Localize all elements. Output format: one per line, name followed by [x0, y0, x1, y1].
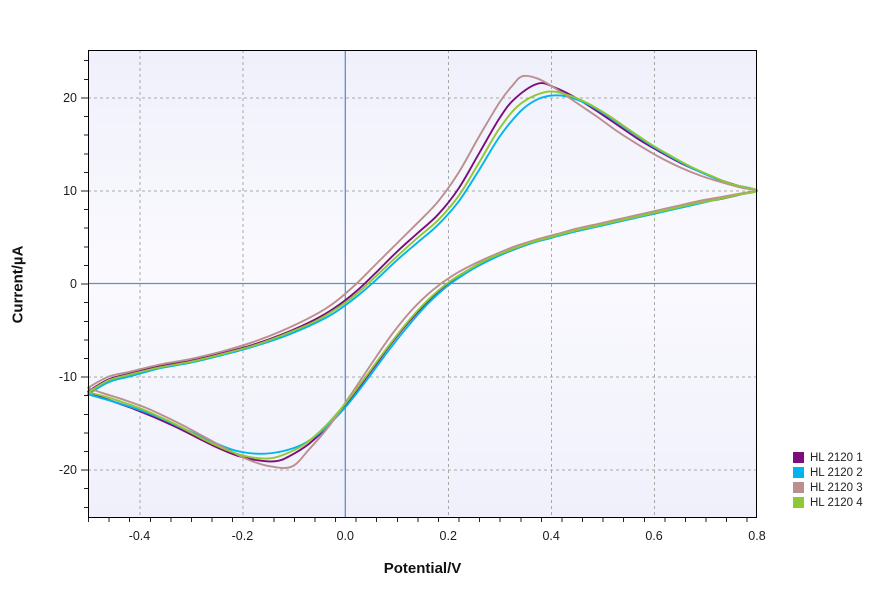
y-tick-label: 10 [63, 184, 77, 198]
y-tick-label: 20 [63, 91, 77, 105]
legend-swatch [793, 497, 804, 508]
legend-label: HL 2120 2 [810, 466, 863, 479]
x-tick-label: 0.0 [337, 529, 354, 543]
x-tick-label: 0.8 [748, 529, 765, 543]
legend-swatch [793, 467, 804, 478]
legend-item: HL 2120 3 [793, 480, 863, 495]
x-tick-label: 0.2 [440, 529, 457, 543]
y-tick-label: -20 [59, 463, 77, 477]
legend: HL 2120 1 HL 2120 2 HL 2120 3 HL 2120 4 [793, 450, 863, 510]
legend-swatch [793, 482, 804, 493]
x-tick-label: 0.6 [645, 529, 662, 543]
x-axis-title: Potential/V [383, 560, 462, 577]
y-tick-label: -10 [59, 370, 77, 384]
y-tick-label: 0 [70, 277, 77, 291]
x-tick-label: -0.2 [232, 529, 254, 543]
tick-labels: -0.4 -0.2 0.0 0.2 0.4 0.6 0.8 -20 -10 0 10 20 [59, 91, 766, 543]
legend-item: HL 2120 4 [793, 495, 863, 510]
x-tick-label: 0.4 [542, 529, 559, 543]
zero-lines [88, 50, 757, 518]
plot-frame [87, 49, 758, 519]
legend-item: HL 2120 2 [793, 465, 863, 480]
legend-item: HL 2120 1 [793, 450, 863, 465]
y-axis-title: Current/µA [9, 245, 27, 324]
x-tick-label: -0.4 [129, 529, 151, 543]
cv-curve-4 [87, 90, 758, 460]
legend-label: HL 2120 4 [810, 496, 863, 509]
series-curves [87, 74, 758, 470]
axis-ticks [81, 60, 748, 522]
legend-label: HL 2120 3 [810, 481, 863, 494]
legend-swatch [793, 452, 804, 463]
legend-label: HL 2120 1 [810, 451, 863, 464]
